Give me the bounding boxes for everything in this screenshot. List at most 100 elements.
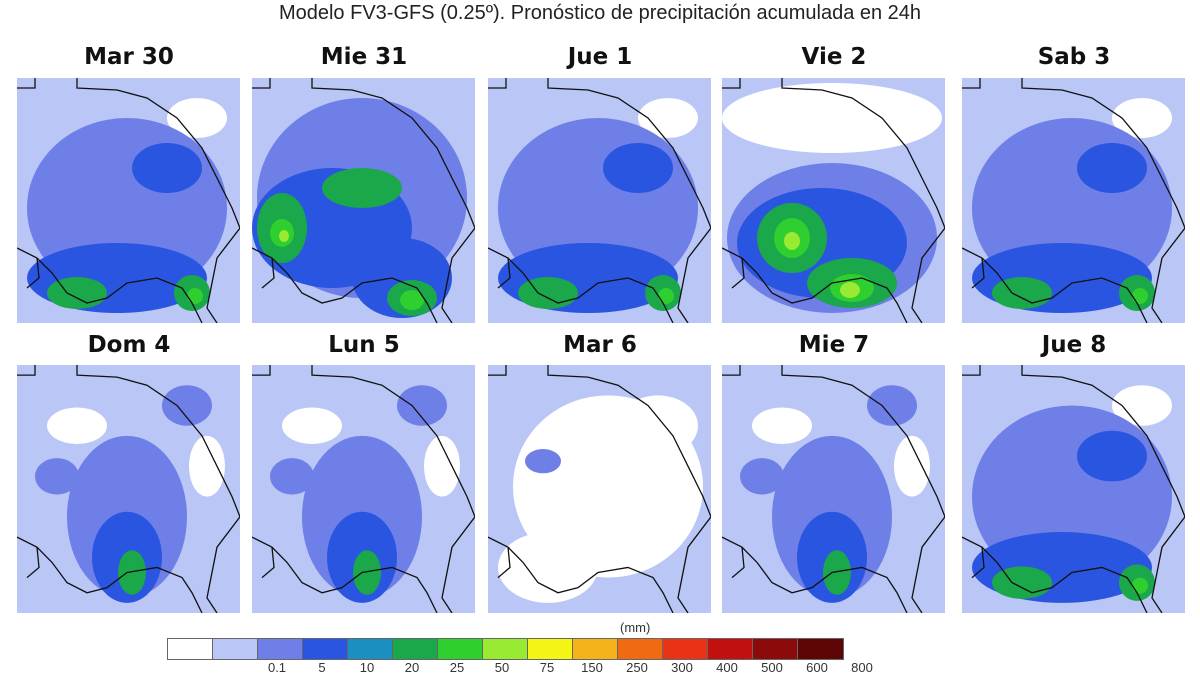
precip-contour bbox=[784, 232, 800, 250]
legend-color-box bbox=[663, 639, 708, 659]
state-border bbox=[722, 365, 945, 613]
legend-tick-label: 5 bbox=[318, 660, 326, 675]
precip-contour bbox=[722, 83, 942, 153]
precip-contour bbox=[1132, 288, 1148, 304]
precip-contour bbox=[1132, 577, 1148, 594]
precip-contour bbox=[518, 277, 578, 309]
precip-contour bbox=[397, 385, 447, 426]
legend-color-box bbox=[168, 639, 213, 659]
legend-color-box bbox=[258, 639, 303, 659]
precipitation-map-panel bbox=[488, 365, 711, 613]
precipitation-map-panel bbox=[252, 78, 475, 323]
precip-contour bbox=[282, 407, 342, 444]
legend-color-box bbox=[753, 639, 798, 659]
precip-contour bbox=[400, 290, 424, 310]
precip-contour bbox=[167, 98, 227, 138]
precip-contour bbox=[1112, 98, 1172, 138]
precip-contour bbox=[187, 288, 203, 304]
state-border bbox=[252, 78, 475, 323]
legend-unit: (mm) bbox=[620, 620, 651, 635]
legend-tick-label: 20 bbox=[404, 660, 420, 675]
state-border bbox=[488, 365, 711, 613]
panel-day-label: Jue 1 bbox=[567, 44, 633, 70]
state-border bbox=[17, 78, 240, 323]
precip-contour bbox=[638, 98, 698, 138]
panel-day-label: Jue 8 bbox=[1041, 332, 1107, 358]
precip-contour bbox=[47, 277, 107, 309]
precip-contour bbox=[740, 458, 784, 495]
precipitation-map-panel bbox=[722, 365, 945, 613]
precip-contour bbox=[840, 282, 860, 298]
precip-contour bbox=[1077, 143, 1147, 193]
legend-tick-label: 50 bbox=[494, 660, 510, 675]
precip-contour bbox=[424, 435, 460, 497]
precipitation-map-panel bbox=[962, 78, 1185, 323]
legend-color-box bbox=[438, 639, 483, 659]
panel-day-label: Mie 7 bbox=[798, 332, 870, 358]
precip-contour bbox=[270, 458, 314, 495]
precip-contour bbox=[47, 407, 107, 444]
legend-tick-label: 0.1 bbox=[267, 660, 287, 675]
precip-contour bbox=[1077, 430, 1147, 482]
legend-tick-label: 150 bbox=[581, 660, 603, 675]
legend-tick-label: 300 bbox=[671, 660, 693, 675]
legend-color-box bbox=[708, 639, 753, 659]
precip-contour bbox=[118, 550, 146, 595]
precip-contour bbox=[353, 550, 381, 595]
precip-contour bbox=[525, 449, 561, 474]
precip-contour bbox=[752, 407, 812, 444]
color-legend bbox=[167, 638, 844, 660]
precipitation-map-panel bbox=[17, 365, 240, 613]
precip-contour bbox=[498, 532, 598, 603]
precip-contour bbox=[823, 550, 851, 595]
panel-day-label: Mar 6 bbox=[563, 332, 637, 358]
legend-tick-label: 600 bbox=[806, 660, 828, 675]
legend-tick-label: 75 bbox=[539, 660, 555, 675]
legend-color-box bbox=[348, 639, 393, 659]
legend-color-box bbox=[483, 639, 528, 659]
panel-day-label: Mar 30 bbox=[84, 44, 174, 70]
panel-day-label: Vie 2 bbox=[801, 44, 867, 70]
state-border bbox=[722, 78, 945, 323]
legend-tick-label: 500 bbox=[761, 660, 783, 675]
state-border bbox=[252, 365, 475, 613]
precipitation-map-panel bbox=[252, 365, 475, 613]
precip-contour bbox=[1112, 385, 1172, 426]
legend-color-box bbox=[618, 639, 663, 659]
precip-contour bbox=[992, 277, 1052, 309]
legend-tick-label: 800 bbox=[851, 660, 873, 675]
legend-color-box bbox=[573, 639, 618, 659]
legend-color-box bbox=[213, 639, 258, 659]
legend-color-box bbox=[393, 639, 438, 659]
state-border bbox=[17, 365, 240, 613]
legend-tick-label: 400 bbox=[716, 660, 738, 675]
legend-tick-label: 10 bbox=[359, 660, 375, 675]
precip-contour bbox=[658, 288, 674, 304]
panel-day-label: Sab 3 bbox=[1037, 44, 1111, 70]
precipitation-map-panel bbox=[17, 78, 240, 323]
state-border bbox=[962, 78, 1185, 323]
precip-contour bbox=[603, 143, 673, 193]
legend-color-box bbox=[303, 639, 348, 659]
precip-contour bbox=[189, 435, 225, 497]
figure-title: Modelo FV3-GFS (0.25º). Pronóstico de pr… bbox=[278, 2, 922, 24]
panel-day-label: Lun 5 bbox=[328, 332, 400, 358]
precip-contour bbox=[322, 168, 402, 208]
precip-contour bbox=[35, 458, 79, 495]
precipitation-map-panel bbox=[722, 78, 945, 323]
legend-tick-label: 25 bbox=[449, 660, 465, 675]
precipitation-map-panel bbox=[962, 365, 1185, 613]
precip-contour bbox=[894, 435, 930, 497]
precip-contour bbox=[279, 230, 289, 242]
precip-contour bbox=[132, 143, 202, 193]
state-border bbox=[488, 78, 711, 323]
precip-contour bbox=[162, 385, 212, 426]
legend-tick-label: 250 bbox=[626, 660, 648, 675]
panel-day-label: Mie 31 bbox=[320, 44, 408, 70]
precip-contour bbox=[618, 395, 698, 457]
panel-day-label: Dom 4 bbox=[87, 332, 171, 358]
precipitation-map-panel bbox=[488, 78, 711, 323]
legend-color-box bbox=[528, 639, 573, 659]
precip-contour bbox=[867, 385, 917, 426]
legend-color-box bbox=[798, 639, 843, 659]
